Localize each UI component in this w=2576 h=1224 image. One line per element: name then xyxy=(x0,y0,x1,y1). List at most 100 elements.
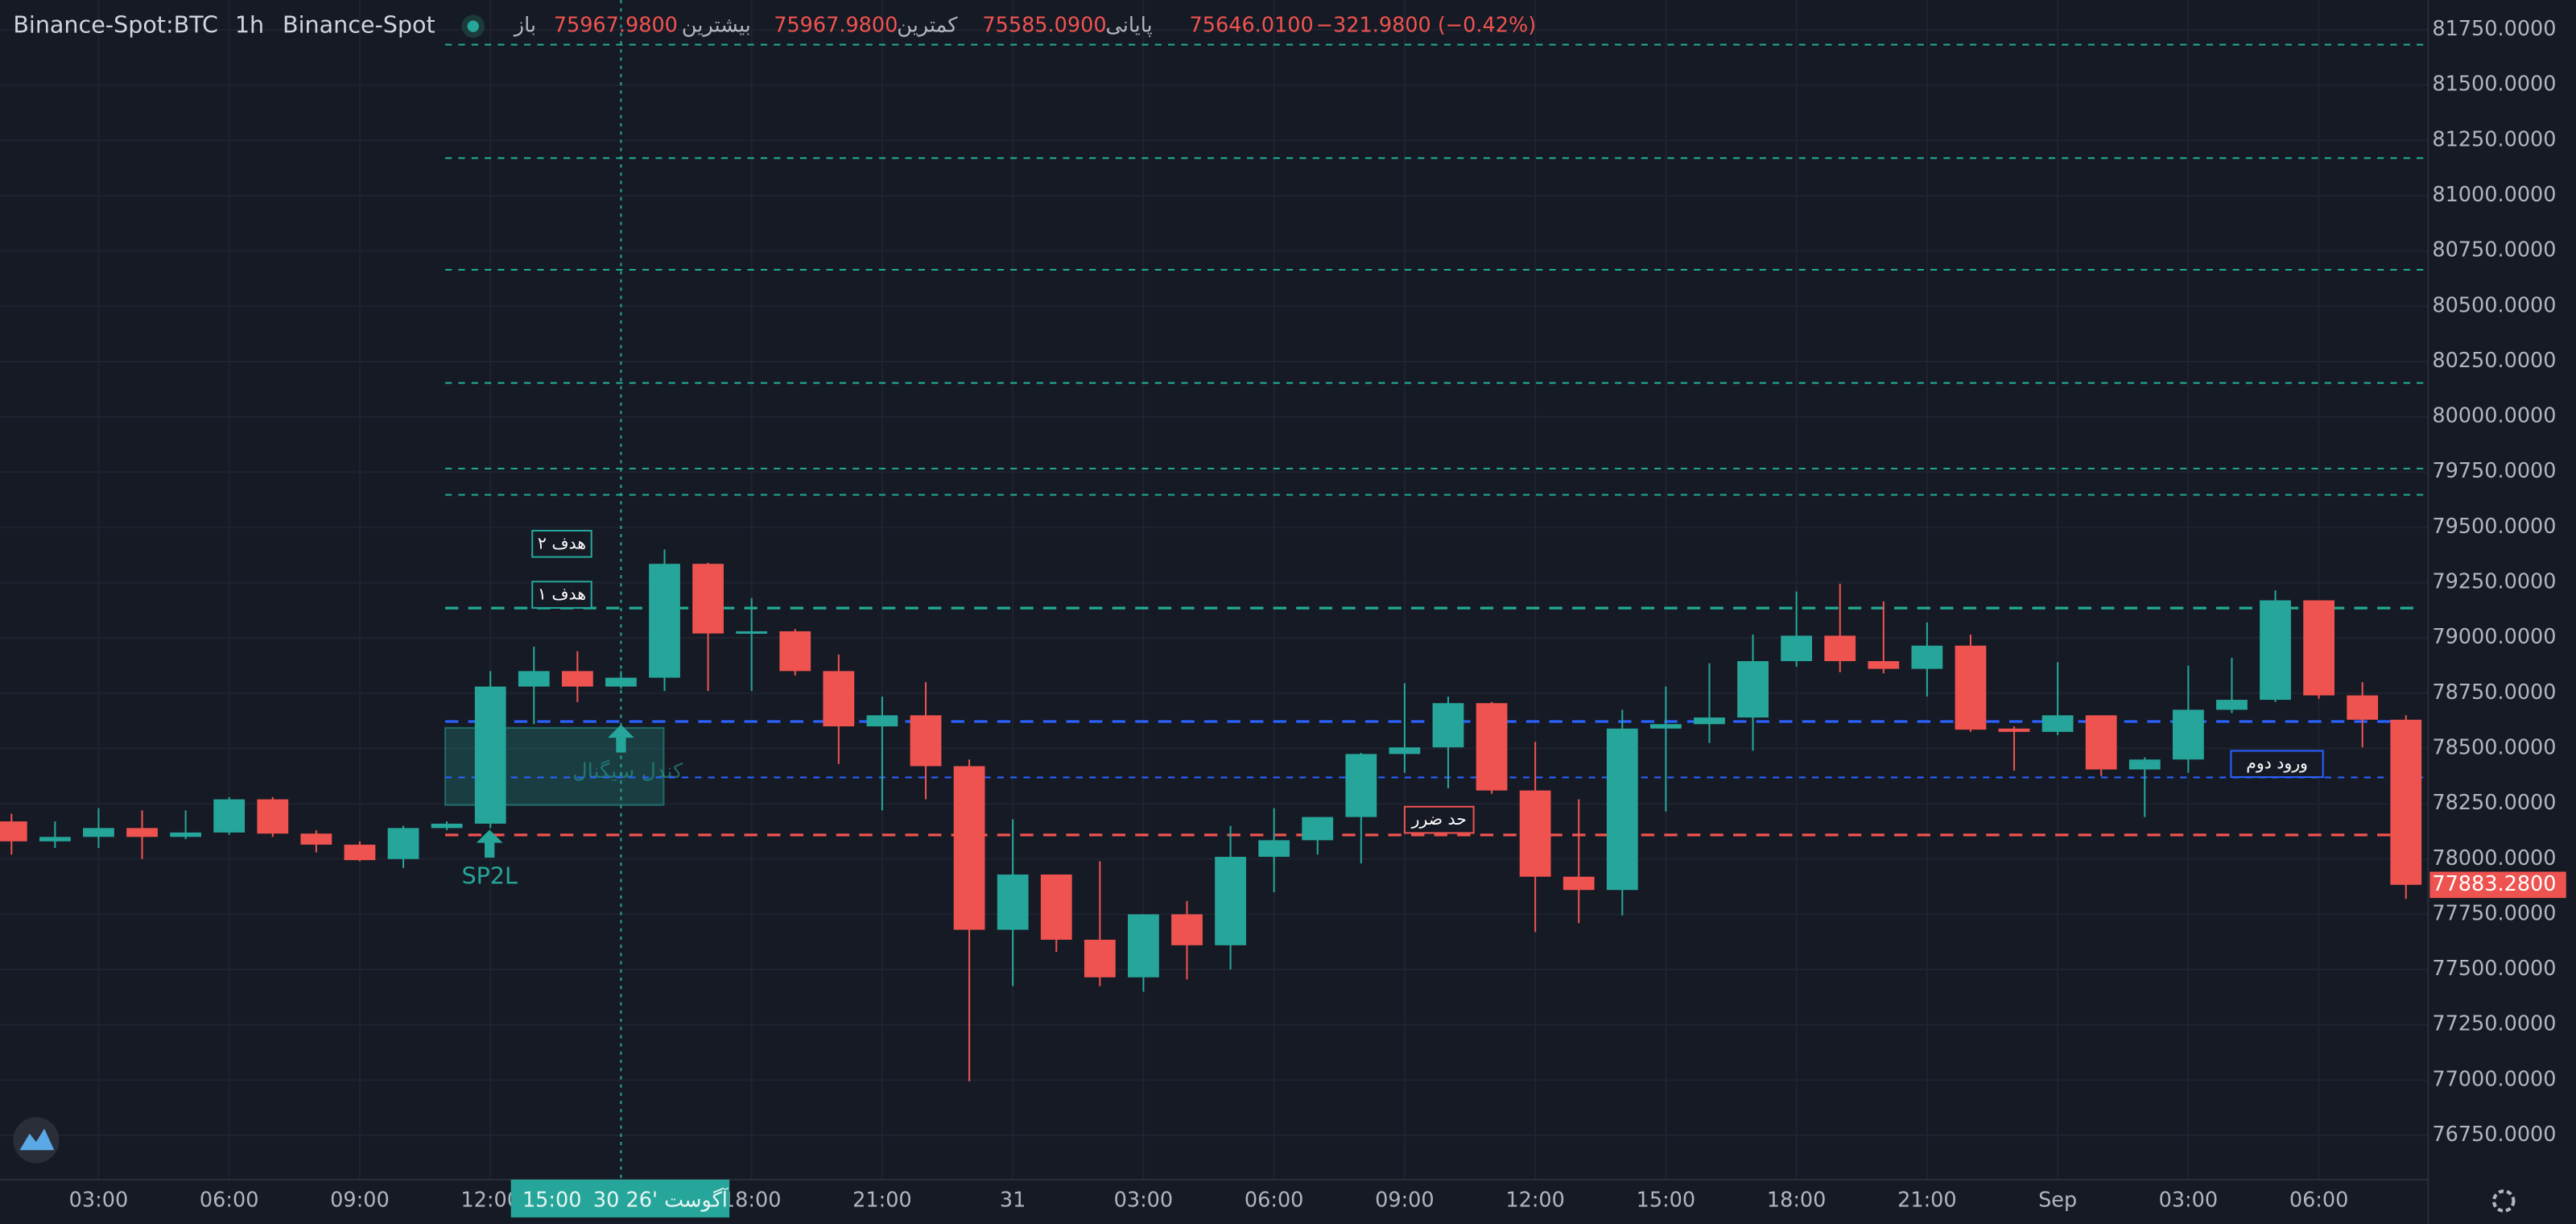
candle-body xyxy=(2085,715,2117,770)
candle-body xyxy=(1737,661,1769,718)
candle-body xyxy=(1606,728,1638,891)
annotation-box xyxy=(2230,750,2324,779)
annotation-box xyxy=(531,581,592,609)
signal-arrow xyxy=(476,829,503,858)
y-tick-label: 77750.0000 xyxy=(2432,901,2556,925)
candle-body xyxy=(1824,635,1856,662)
candle-body xyxy=(649,564,680,678)
ohlc-value: 75646.0100 xyxy=(1190,14,1314,38)
candle-body xyxy=(0,821,27,842)
y-tick-label: 78250.0000 xyxy=(2432,791,2556,815)
ohlc-label: کمترین xyxy=(897,14,958,38)
candle-body xyxy=(2390,719,2422,885)
ohlc-value: 75967.9800 xyxy=(554,14,678,38)
annotation-box xyxy=(531,529,592,558)
y-tick-label: 81750.0000 xyxy=(2432,17,2556,41)
y-tick-label: 78000.0000 xyxy=(2432,846,2556,870)
candle-body xyxy=(474,686,506,824)
y-tick-label: 81500.0000 xyxy=(2432,72,2556,97)
annotation-label: هدف ۱ xyxy=(538,585,586,604)
crosshair-time: 15:00 xyxy=(522,1188,582,1212)
candle-body xyxy=(736,631,768,635)
ohlc-value: 75585.0900 xyxy=(982,14,1106,38)
candle-body xyxy=(779,631,811,672)
x-tick-label: 09:00 xyxy=(1375,1188,1435,1212)
logo[interactable] xyxy=(13,1117,60,1164)
candle-body xyxy=(1215,857,1246,945)
candle-body xyxy=(518,671,550,687)
y-tick-label: 80000.0000 xyxy=(2432,404,2556,428)
x-tick-label: 06:00 xyxy=(200,1188,259,1212)
x-tick-label: 03:00 xyxy=(2159,1188,2219,1212)
x-tick-label: 31 xyxy=(1000,1188,1026,1212)
x-tick-label: 18:00 xyxy=(1767,1188,1827,1212)
candle-body xyxy=(1432,703,1464,748)
candle-body xyxy=(866,715,898,727)
x-tick-label: 03:00 xyxy=(69,1188,129,1212)
candle-body xyxy=(1911,645,1943,669)
status-dot xyxy=(467,20,479,32)
candle-body xyxy=(387,828,419,859)
x-tick-label: 09:00 xyxy=(330,1188,390,1212)
y-tick-label: 80250.0000 xyxy=(2432,349,2556,373)
candle-body xyxy=(1868,661,1900,669)
candle-body xyxy=(1781,635,1813,662)
candle-body xyxy=(1998,728,2030,732)
candle-body xyxy=(2260,600,2291,701)
y-tick-label: 80500.0000 xyxy=(2432,293,2556,317)
x-tick-label: 12:00 xyxy=(1505,1188,1565,1212)
x-tick-label: 12:00 xyxy=(460,1188,520,1212)
candle-body xyxy=(431,823,463,829)
y-tick-label: 79250.0000 xyxy=(2432,570,2556,594)
annotation-label: حد ضرر xyxy=(1411,809,1467,829)
y-tick-label: 78750.0000 xyxy=(2432,680,2556,705)
plot: کندل سیگنال SP2L هدف ۲ هدف ۱ حد ضرر ورود دوم xyxy=(0,0,2424,1180)
y-tick-label: 76750.0000 xyxy=(2432,1123,2556,1147)
settings-icon[interactable] xyxy=(2491,1189,2516,1213)
candle-body xyxy=(1084,939,1116,978)
candle-body xyxy=(39,837,71,842)
y-tick-label: 81000.0000 xyxy=(2432,183,2556,207)
candle-body xyxy=(1128,914,1159,978)
last-price-box xyxy=(2429,871,2566,899)
x-tick-label: 21:00 xyxy=(1897,1188,1957,1212)
logo-icon xyxy=(19,1128,55,1151)
candle-body xyxy=(1650,724,1682,729)
x-tick-label: 06:00 xyxy=(1245,1188,1304,1212)
x-tick-label: 18:00 xyxy=(722,1188,782,1212)
candle-body xyxy=(953,766,985,930)
candle-body xyxy=(1519,790,1551,877)
candle-body xyxy=(83,828,114,837)
crosshair-label-box xyxy=(510,1179,730,1218)
candle-body xyxy=(997,874,1029,930)
interval: 1h xyxy=(235,11,264,39)
ohlc-label: باز xyxy=(513,14,536,38)
x-tick-label: Sep xyxy=(2038,1188,2077,1212)
candle-body xyxy=(213,799,246,833)
candle-body xyxy=(910,715,942,767)
candle-body xyxy=(257,799,289,834)
candle-body xyxy=(692,564,724,634)
signal-box-label: کندل سیگنال xyxy=(572,759,683,784)
signal-label: SP2L xyxy=(461,862,518,890)
candle-body xyxy=(1258,840,1290,858)
y-tick-label: 79750.0000 xyxy=(2432,459,2556,483)
candle-body xyxy=(1476,703,1508,791)
candle-body xyxy=(561,671,593,687)
last-price-label: 77883.2800 xyxy=(2432,872,2556,896)
candle-body xyxy=(2303,600,2334,696)
x-tick-label: 06:00 xyxy=(2289,1188,2349,1212)
x-tick-label: 21:00 xyxy=(852,1188,912,1212)
y-tick-label: 79000.0000 xyxy=(2432,625,2556,649)
candle-body xyxy=(1345,754,1377,817)
candle-body xyxy=(2041,715,2074,732)
candle-body xyxy=(1563,876,1595,891)
x-tick-label: 15:00 xyxy=(1637,1188,1696,1212)
ohlc-label: پایانی xyxy=(1105,14,1152,38)
annotation-label: ورود دوم xyxy=(2246,754,2308,773)
candle-body xyxy=(1955,645,1987,730)
candle-body xyxy=(2172,709,2204,760)
candle-body xyxy=(126,828,158,837)
candle-body xyxy=(823,671,855,727)
